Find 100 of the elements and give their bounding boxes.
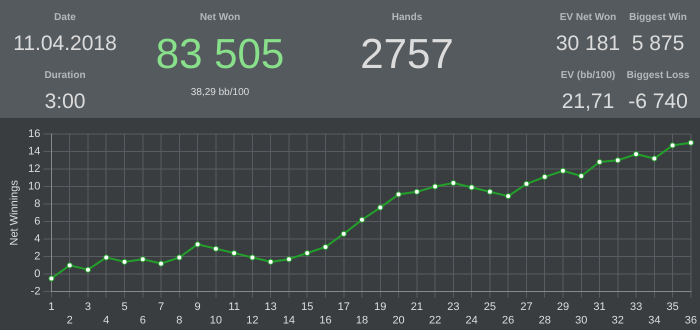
x-tick-label: 23 bbox=[447, 301, 460, 314]
point bbox=[468, 184, 475, 190]
point bbox=[48, 275, 54, 282]
point bbox=[84, 266, 91, 273]
x-tick-label: 36 bbox=[684, 314, 698, 326]
x-tick-label: 13 bbox=[264, 301, 277, 314]
text: Biggest Loss bbox=[626, 70, 690, 81]
x-tick-label: 28 bbox=[538, 314, 551, 326]
point bbox=[231, 250, 238, 256]
text: EV Net Won bbox=[560, 12, 616, 23]
x-tick-label: 14 bbox=[282, 314, 296, 326]
y-tick-label: 4 bbox=[34, 233, 40, 246]
point bbox=[103, 254, 110, 260]
text: 5 875 bbox=[632, 32, 684, 56]
text: -6 740 bbox=[628, 90, 688, 114]
point bbox=[140, 256, 146, 262]
text: 2757 bbox=[360, 30, 454, 78]
text: 38,29 bb/100 bbox=[190, 87, 250, 98]
point bbox=[304, 250, 310, 256]
point bbox=[286, 256, 292, 262]
point bbox=[578, 173, 584, 180]
point bbox=[486, 188, 493, 195]
x-tick-label: 9 bbox=[194, 301, 201, 314]
point bbox=[505, 193, 512, 200]
y-tick-label: 2 bbox=[34, 250, 40, 263]
x-tick-label: 29 bbox=[556, 301, 570, 314]
x-tick-label: 1 bbox=[48, 301, 54, 314]
point bbox=[614, 157, 621, 164]
y-tick-label: 8 bbox=[34, 198, 40, 210]
text: Date bbox=[54, 12, 76, 23]
x-tick-label: 16 bbox=[319, 314, 332, 326]
y-tick-label: 12 bbox=[28, 163, 40, 176]
y-axis-title: Net Winnings bbox=[8, 180, 21, 246]
point bbox=[194, 241, 201, 248]
point bbox=[122, 258, 128, 265]
x-tick-label: 4 bbox=[103, 314, 110, 326]
point bbox=[176, 254, 182, 260]
text: Biggest Win bbox=[629, 12, 687, 23]
point bbox=[633, 151, 640, 158]
point bbox=[340, 230, 347, 237]
point bbox=[268, 258, 274, 265]
point bbox=[377, 204, 384, 211]
point bbox=[560, 168, 566, 174]
x-tick-label: 26 bbox=[502, 314, 514, 326]
point bbox=[670, 142, 676, 148]
point bbox=[651, 156, 658, 162]
text: Net Won bbox=[200, 12, 240, 23]
x-tick-label: 33 bbox=[630, 301, 642, 314]
x-tick-label: 19 bbox=[374, 301, 386, 314]
point bbox=[249, 254, 256, 260]
point bbox=[212, 246, 219, 252]
text: Duration bbox=[44, 70, 86, 81]
x-tick-label: 32 bbox=[612, 314, 624, 326]
point bbox=[450, 180, 456, 186]
x-tick-label: 15 bbox=[301, 301, 314, 314]
x-tick-label: 2 bbox=[66, 314, 73, 326]
y-tick-label: 0 bbox=[34, 268, 40, 280]
y-tick-label: 16 bbox=[28, 128, 40, 140]
x-tick-label: 10 bbox=[210, 314, 222, 326]
point bbox=[596, 159, 603, 166]
x-tick-label: 8 bbox=[176, 314, 182, 326]
point bbox=[432, 184, 438, 190]
x-tick-label: 27 bbox=[520, 301, 533, 314]
x-tick-label: 18 bbox=[356, 314, 368, 326]
x-tick-label: 6 bbox=[140, 314, 146, 326]
x-tick-label: 25 bbox=[484, 301, 496, 314]
point bbox=[414, 188, 420, 195]
y-tick-label: 6 bbox=[34, 216, 40, 228]
point bbox=[359, 216, 366, 223]
text: 21,71 bbox=[562, 90, 614, 114]
x-tick-label: 7 bbox=[158, 301, 164, 314]
x-tick-label: 22 bbox=[428, 314, 442, 326]
text: 11.04.2018 bbox=[13, 32, 117, 56]
x-tick-label: 20 bbox=[392, 314, 405, 326]
y-tick-label: -2 bbox=[30, 286, 40, 298]
x-tick-label: 11 bbox=[228, 301, 240, 314]
x-tick-label: 17 bbox=[338, 301, 350, 314]
x-tick-label: 24 bbox=[466, 314, 478, 326]
x-tick-label: 12 bbox=[246, 314, 259, 326]
point bbox=[688, 140, 694, 146]
point bbox=[523, 180, 530, 187]
x-tick-label: 31 bbox=[593, 301, 606, 314]
point bbox=[542, 174, 548, 180]
x-tick-label: 3 bbox=[84, 301, 92, 314]
y-tick-label: 14 bbox=[28, 146, 40, 158]
point bbox=[158, 260, 164, 267]
text: 30 181 bbox=[556, 32, 620, 56]
text: Hands bbox=[392, 12, 422, 23]
x-tick-label: 30 bbox=[575, 314, 588, 326]
point bbox=[66, 262, 73, 268]
x-tick-label: 21 bbox=[410, 301, 423, 314]
y-tick-label: 10 bbox=[28, 180, 40, 193]
text: EV (bb/100) bbox=[560, 70, 616, 81]
point bbox=[322, 244, 328, 250]
x-tick-label: 34 bbox=[648, 314, 660, 326]
text: 3:00 bbox=[44, 90, 86, 114]
x-tick-label: 35 bbox=[666, 301, 679, 314]
x-tick-label: 5 bbox=[121, 301, 128, 314]
point bbox=[396, 191, 402, 198]
text: 83 505 bbox=[156, 30, 284, 78]
